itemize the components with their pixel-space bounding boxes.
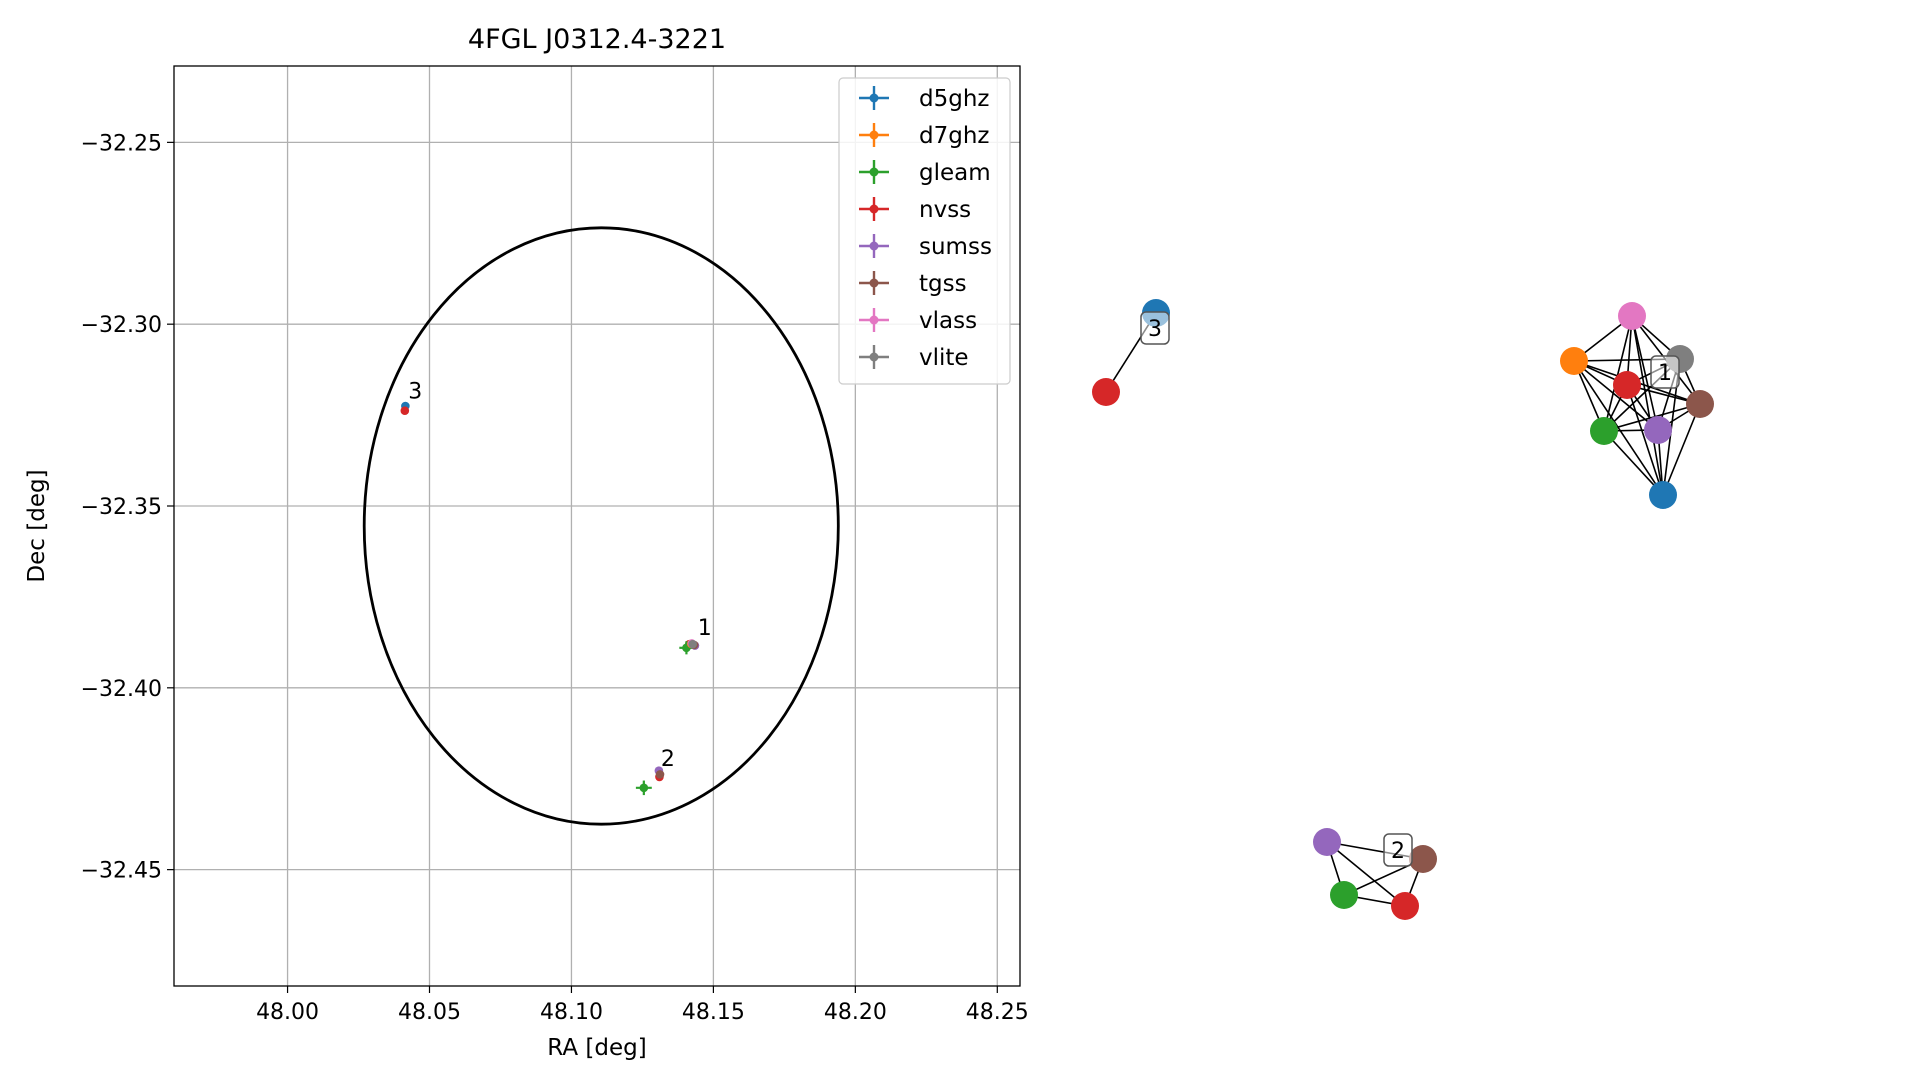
point-tgss bbox=[655, 770, 665, 779]
network-node-gleam bbox=[1590, 417, 1618, 445]
cluster-label-box bbox=[1650, 355, 1680, 389]
y-tick-label: −32.25 bbox=[81, 131, 162, 156]
network-edge bbox=[1573, 360, 1659, 431]
network-edge bbox=[1626, 384, 1664, 496]
network-node-tgss bbox=[1409, 845, 1437, 873]
localization-ellipse bbox=[362, 226, 840, 826]
network-nodes bbox=[1092, 299, 1714, 920]
cluster-label-box bbox=[1140, 311, 1170, 345]
point-gleam bbox=[635, 780, 652, 796]
legend-label: d5ghz bbox=[919, 86, 989, 112]
network-edge bbox=[1326, 841, 1406, 907]
point-marker bbox=[688, 639, 697, 649]
legend-swatch-dot bbox=[869, 167, 879, 177]
legend-item-d7ghz: d7ghz bbox=[859, 123, 989, 149]
legend-swatch-dot bbox=[869, 204, 879, 214]
x-tick-label: 48.05 bbox=[398, 1000, 461, 1025]
y-tick-label: −32.45 bbox=[81, 859, 162, 884]
network-node-nvss bbox=[1613, 371, 1641, 399]
y-axis-label: Dec [deg] bbox=[24, 469, 50, 582]
y-tick-label: −32.30 bbox=[81, 313, 162, 338]
network-cluster-labels: 1 2 3 bbox=[1140, 311, 1680, 867]
network-edge bbox=[1573, 360, 1664, 496]
y-tick-label: −32.40 bbox=[81, 677, 162, 702]
legend-label: tgss bbox=[919, 271, 967, 297]
legend-item-gleam: gleam bbox=[859, 160, 991, 186]
network-edge bbox=[1631, 315, 1664, 496]
network-edge bbox=[1603, 315, 1633, 432]
legend-label: gleam bbox=[919, 160, 991, 186]
network-node-nvss bbox=[1391, 892, 1419, 920]
legend-swatch-dot bbox=[869, 315, 879, 325]
point-vlite bbox=[688, 639, 697, 649]
y-tick-label: −32.35 bbox=[81, 495, 162, 520]
annotation-label: 3 bbox=[408, 380, 422, 405]
network-node-vlass bbox=[1618, 302, 1646, 330]
legend-swatch-dot bbox=[869, 278, 879, 288]
legend-label: vlite bbox=[919, 345, 969, 371]
legend-box bbox=[838, 77, 1011, 385]
legend-label: vlass bbox=[919, 308, 977, 334]
x-tick-label: 48.00 bbox=[256, 1000, 319, 1025]
legend-item-tgss: tgss bbox=[859, 271, 967, 297]
x-tick-label: 48.20 bbox=[824, 1000, 887, 1025]
cluster-label: 3 bbox=[1148, 317, 1162, 342]
axes-frame bbox=[173, 65, 1021, 987]
legend-item-d5ghz: d5ghz bbox=[859, 86, 989, 112]
x-tick-label: 48.25 bbox=[966, 1000, 1029, 1025]
network-node-sumss bbox=[1313, 828, 1341, 856]
legend-item-nvss: nvss bbox=[859, 197, 971, 223]
network-node-nvss bbox=[1092, 378, 1120, 406]
network-graph: 1 2 3 bbox=[1092, 299, 1714, 920]
network-edge bbox=[1603, 430, 1664, 496]
ellipse-layer bbox=[362, 226, 840, 826]
cluster-label: 2 bbox=[1391, 839, 1405, 864]
point-marker bbox=[639, 783, 649, 793]
scatter-axes: 1 2 3 48.00 48.05 48.10 48.15 48.20 48.25 −32.2… bbox=[24, 24, 1029, 1061]
network-node-d5ghz bbox=[1649, 481, 1677, 509]
cluster-label-box bbox=[1383, 833, 1413, 867]
legend: d5ghz d7ghz gleam nvss sumss tgss vlass vlite bbox=[838, 77, 1011, 385]
cluster-label: 1 bbox=[1658, 361, 1672, 386]
annotations: 1 2 3 bbox=[408, 380, 712, 772]
point-marker bbox=[655, 770, 665, 779]
network-edge bbox=[1631, 315, 1659, 431]
x-tick-label: 48.10 bbox=[540, 1000, 603, 1025]
legend-label: nvss bbox=[919, 197, 971, 223]
legend-swatch-dot bbox=[869, 241, 879, 251]
network-node-gleam bbox=[1330, 881, 1358, 909]
network-node-tgss bbox=[1686, 390, 1714, 418]
x-tick-label: 48.15 bbox=[682, 1000, 745, 1025]
network-node-sumss bbox=[1644, 416, 1672, 444]
legend-swatch-dot bbox=[869, 130, 879, 140]
legend-swatch-dot bbox=[869, 93, 879, 103]
annotation-label: 2 bbox=[661, 747, 675, 772]
data-points bbox=[400, 401, 700, 796]
x-axis-label: RA [deg] bbox=[547, 1035, 646, 1061]
legend-label: sumss bbox=[919, 234, 992, 260]
legend-item-sumss: sumss bbox=[859, 234, 992, 260]
y-ticks: −32.25 −32.30 −32.35 −32.40 −32.45 bbox=[81, 131, 174, 884]
network-edges bbox=[1105, 312, 1701, 907]
legend-swatch-dot bbox=[869, 352, 879, 362]
legend-item-vlass: vlass bbox=[859, 308, 977, 334]
annotation-label: 1 bbox=[698, 616, 712, 641]
point-marker bbox=[400, 406, 410, 416]
legend-item-vlite: vlite bbox=[859, 345, 969, 371]
point-nvss bbox=[400, 406, 410, 416]
network-node-d7ghz bbox=[1560, 347, 1588, 375]
chart-title: 4FGL J0312.4-3221 bbox=[468, 24, 726, 55]
legend-label: d7ghz bbox=[919, 123, 989, 149]
network-edge bbox=[1662, 403, 1701, 496]
x-ticks: 48.00 48.05 48.10 48.15 48.20 48.25 bbox=[256, 986, 1029, 1025]
